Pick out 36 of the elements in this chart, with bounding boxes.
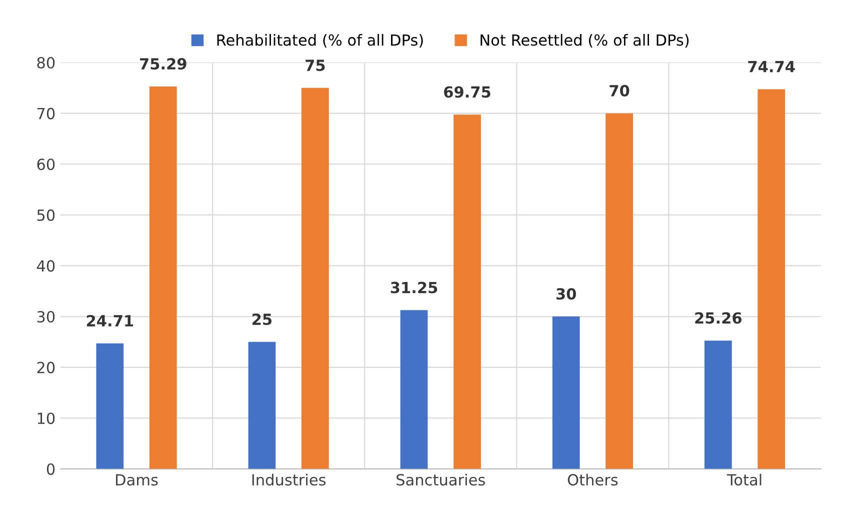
y-tick-label: 30 [37,310,55,323]
y-tick-label: 10 [38,412,55,424]
data-label: 24.71 [86,314,134,326]
legend-label: Not Resettled (% of all DPs) [480,34,689,48]
bar [454,114,481,469]
data-label: 74.74 [748,61,795,72]
bar [606,113,633,469]
y-tick-label: 40 [36,260,55,272]
y-tick-label: 60 [37,158,55,170]
bar [400,310,428,469]
bar [552,316,580,469]
data-label: 70 [610,84,630,96]
bar [302,88,329,469]
data-label: 25.26 [695,312,742,324]
bar [704,340,732,469]
legend-label: Rehabilitated (% of all DPs) [217,34,423,48]
y-tick-label: 70 [37,108,55,120]
x-tick-label: Total [726,474,762,486]
y-tick-label: 20 [37,362,55,374]
bar [149,86,177,469]
x-tick-label: Sanctuaries [396,474,485,486]
bar [96,343,124,469]
data-label: 25 [252,314,272,326]
y-tick-label: 80 [37,56,55,69]
data-label: 31.25 [390,282,438,294]
data-label: 75.29 [140,58,186,70]
y-tick-label: 50 [37,209,55,221]
data-label: 75 [306,60,325,72]
x-tick-label: Dams [116,474,158,486]
data-label: 69.75 [444,86,490,98]
x-tick-label: Industries [252,474,326,486]
x-tick-label: Others [568,474,618,486]
bar [758,89,786,469]
data-label: 30 [556,288,576,300]
y-tick-label: 0 [46,463,55,475]
bar [248,342,276,469]
